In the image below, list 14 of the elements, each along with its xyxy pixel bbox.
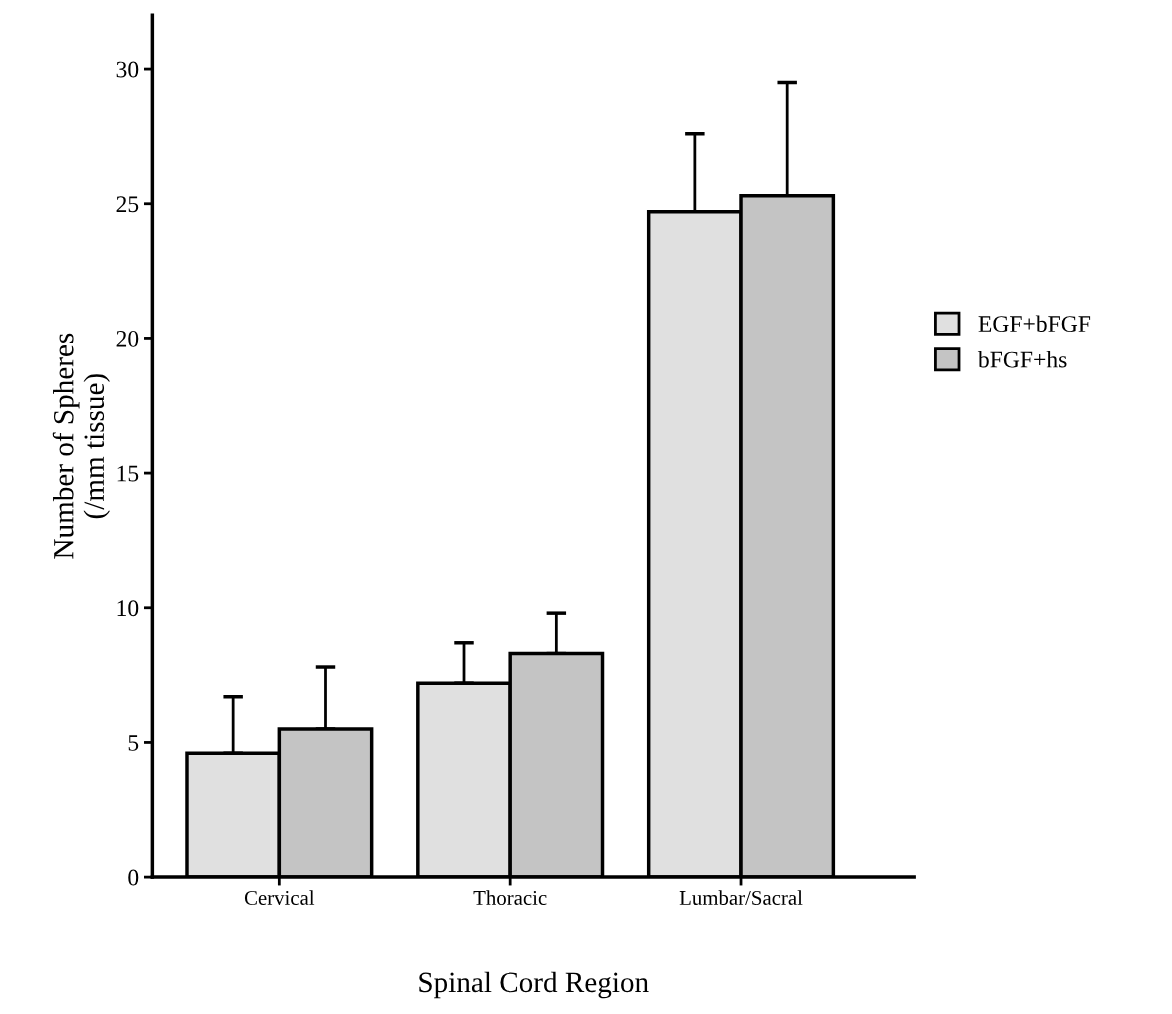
x-tick-label: Lumbar/Sacral <box>679 890 803 905</box>
legend-label: EGF+bFGF <box>978 315 1091 333</box>
y-tick-label: 15 <box>117 465 139 482</box>
x-tick-label: Thoracic <box>473 890 547 905</box>
y-tick-label: 0 <box>128 869 139 886</box>
y-tick-label: 5 <box>128 735 139 751</box>
y-tick-label: 10 <box>117 600 139 617</box>
y-tick-label: 25 <box>116 196 139 213</box>
y-axis-title: Number of Spheres (/mm tissue) <box>52 333 110 559</box>
y-tick-label: 30 <box>116 61 139 78</box>
x-tick-label: Cervical <box>244 890 315 905</box>
y-tick-label: 20 <box>116 330 139 347</box>
x-axis-title: Spinal Cord Region <box>419 971 649 999</box>
legend-label: bFGF+hs <box>977 350 1067 368</box>
